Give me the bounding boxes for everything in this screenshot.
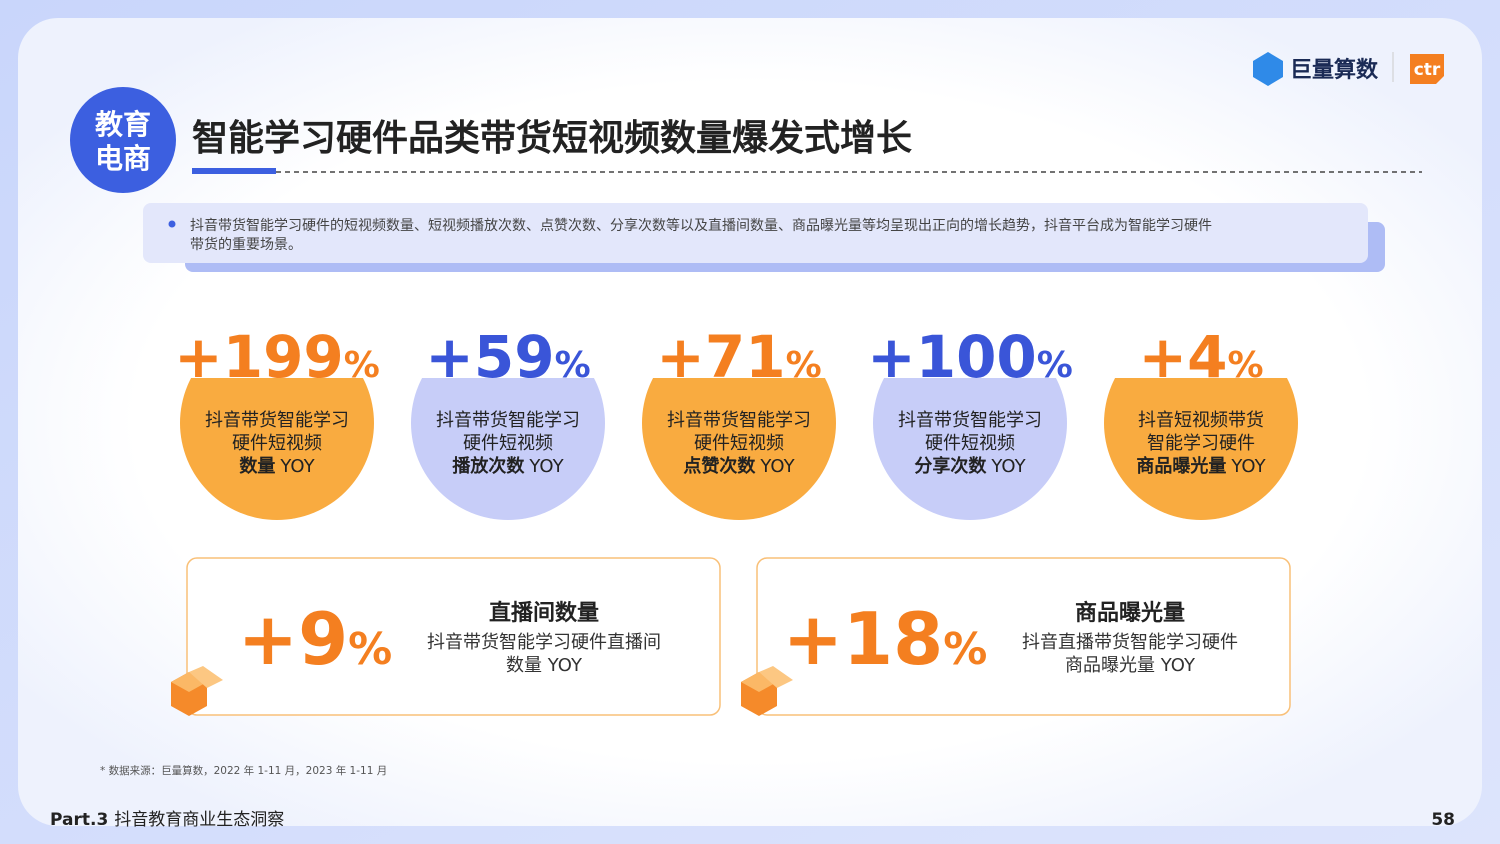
stat-number: +4% (1138, 323, 1263, 391)
stat-circle (180, 378, 374, 520)
stat-value: +199 (174, 323, 344, 391)
bullet (168, 220, 176, 228)
logo-icon (1253, 52, 1283, 86)
stat-value: +4 (1138, 323, 1227, 391)
stat-label: 点赞次数 YOY (683, 455, 795, 477)
stat-label: 硬件短视频 (463, 433, 553, 454)
highlight-desc: 商品曝光量 YOY (1065, 655, 1196, 676)
stat-bold: 数量 (239, 455, 275, 477)
highlight-unit: % (943, 624, 987, 675)
badge-text: 教育 (95, 108, 151, 141)
stat-value: +59 (425, 323, 554, 391)
stat-label: 抖音短视频带货 (1138, 410, 1264, 431)
logo: 巨量算数 (1290, 57, 1379, 83)
highlight-value: +18 (783, 597, 944, 681)
stat-unit: % (344, 345, 380, 386)
badge (70, 87, 176, 193)
logo2: ctr (1414, 60, 1441, 80)
footnote: * 数据来源：巨量算数，2022 年 1-11 月，2023 年 1-11 月 (100, 764, 387, 777)
summary-box (143, 203, 1368, 263)
stat-label: 播放次数 YOY (452, 455, 564, 477)
logo2-box (1410, 54, 1444, 84)
stat-label: 抖音带货智能学习 (667, 410, 811, 431)
stat-bold: 商品曝光量 (1136, 455, 1226, 477)
highlight-box (756, 557, 1291, 716)
footer: Part.3 抖音教育商业生态洞察 (50, 810, 284, 830)
stat-bold: 点赞次数 (683, 455, 756, 477)
footer-part: Part.3 (50, 810, 108, 830)
badge-text: 电商 (95, 142, 151, 175)
stat-suffix: YOY (528, 456, 564, 477)
box-icon-lid (189, 666, 223, 688)
highlight-title: 商品曝光量 (1075, 600, 1185, 626)
highlight-unit: % (348, 624, 392, 675)
highlight-box (186, 557, 721, 716)
stat-label: 商品曝光量 YOY (1136, 455, 1266, 477)
stat-bold: 分享次数 (914, 455, 987, 477)
stat-suffix: YOY (990, 456, 1026, 477)
highlight-title: 直播间数量 (489, 600, 599, 626)
highlight-number: +9% (238, 597, 393, 681)
stat-label: 抖音带货智能学习 (898, 410, 1042, 431)
stat-label: 硬件短视频 (232, 433, 322, 454)
stat-label: 抖音带货智能学习 (436, 410, 580, 431)
highlight-value: +9 (238, 597, 348, 681)
stat-label: 数量 YOY (239, 455, 315, 477)
stat-circle (642, 378, 836, 520)
stat-label: 智能学习硬件 (1147, 433, 1255, 454)
box-icon-lid (759, 666, 793, 688)
stat-label: 抖音带货智能学习 (205, 410, 349, 431)
stat-number: +199% (174, 323, 380, 391)
highlight-number: +18% (783, 597, 988, 681)
stat-unit: % (786, 345, 822, 386)
stat-number: +100% (867, 323, 1073, 391)
stat-suffix: YOY (279, 456, 315, 477)
stat-circle (411, 378, 605, 520)
stat-number: +59% (425, 323, 590, 391)
summary-text: 带货的重要场景。 (190, 236, 302, 253)
stat-circle (873, 378, 1067, 520)
stat-bold: 播放次数 (452, 455, 525, 477)
stat-unit: % (555, 345, 591, 386)
stat-circle (1104, 378, 1298, 520)
stat-suffix: YOY (759, 456, 795, 477)
stat-value: +71 (656, 323, 785, 391)
highlight-desc: 抖音带货智能学习硬件直播间 (427, 632, 661, 653)
page-number: 58 (1431, 810, 1455, 830)
stat-label: 硬件短视频 (694, 433, 784, 454)
title-underline (192, 168, 276, 174)
footer-section: 抖音教育商业生态洞察 (114, 810, 284, 830)
summary-text: 抖音带货智能学习硬件的短视频数量、短视频播放次数、点赞次数、分享次数等以及直播间… (190, 217, 1212, 234)
stat-number: +71% (656, 323, 821, 391)
highlight-desc: 抖音直播带货智能学习硬件 (1022, 632, 1238, 653)
highlight-desc: 数量 YOY (506, 655, 583, 676)
stat-label: 硬件短视频 (925, 433, 1015, 454)
stat-suffix: YOY (1230, 456, 1266, 477)
stat-label: 分享次数 YOY (914, 455, 1026, 477)
title: 智能学习硬件品类带货短视频数量爆发式增长 (192, 117, 912, 159)
stat-value: +100 (867, 323, 1037, 391)
stat-unit: % (1037, 345, 1073, 386)
stat-unit: % (1227, 345, 1263, 386)
